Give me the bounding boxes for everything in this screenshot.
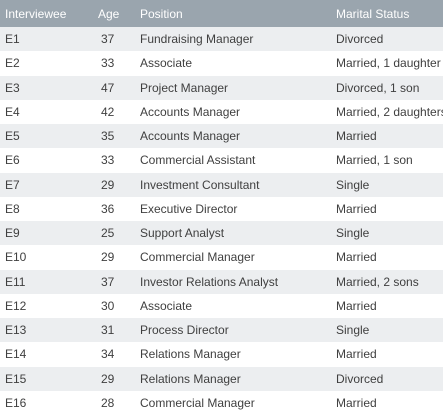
cell-interviewee: E16 bbox=[5, 395, 27, 410]
cell-interviewee: E11 bbox=[5, 274, 26, 289]
cell-interviewee: E1 bbox=[5, 32, 20, 47]
cell-marital-status: Single bbox=[336, 177, 370, 192]
header-marital-status: Marital Status bbox=[336, 6, 410, 21]
cell-position: Commercial Manager bbox=[140, 395, 255, 410]
cell-position: Project Manager bbox=[140, 80, 229, 95]
cell-interviewee: E5 bbox=[5, 129, 20, 144]
cell-marital-status: Married bbox=[336, 201, 377, 216]
cell-age: 34 bbox=[101, 347, 115, 362]
cell-interviewee: E14 bbox=[5, 347, 27, 362]
cell-position: Commercial Assistant bbox=[140, 153, 256, 168]
cell-interviewee: E3 bbox=[5, 80, 20, 95]
table-row: E11 37 Investor Relations Analyst Married, … bbox=[0, 269, 443, 294]
table-row: E8 36 Executive Director Married bbox=[0, 196, 443, 221]
cell-position: Investment Consultant bbox=[140, 177, 260, 192]
header-position: Position bbox=[140, 6, 183, 21]
table-row: E9 25 Support Analyst Single bbox=[0, 221, 443, 246]
table-row: E16 28 Commercial Manager Married bbox=[0, 390, 443, 415]
cell-age: 37 bbox=[101, 274, 115, 289]
header-row: Interviewee Age Position Marital Status bbox=[0, 0, 443, 27]
table-row: E12 30 Associate Married bbox=[0, 293, 443, 318]
cell-position: Executive Director bbox=[140, 201, 238, 216]
cell-age: 33 bbox=[101, 153, 115, 168]
cell-position: Relations Manager bbox=[140, 371, 241, 386]
table-body: E1 37 Fundraising Manager Divorced E2 33 Assoc… bbox=[0, 27, 443, 415]
table-row: E13 31 Process Director Single bbox=[0, 318, 443, 343]
cell-age: 47 bbox=[101, 80, 115, 95]
table-row: E4 42 Accounts Manager Married, 2 daughters bbox=[0, 99, 443, 124]
cell-position: Fundraising Manager bbox=[140, 32, 254, 47]
cell-interviewee: E9 bbox=[5, 226, 20, 241]
cell-marital-status: Single bbox=[336, 323, 370, 338]
cell-age: 25 bbox=[101, 226, 115, 241]
table-row: E1 37 Fundraising Manager Divorced bbox=[0, 27, 443, 52]
cell-age: 36 bbox=[101, 201, 115, 216]
cell-age: 31 bbox=[101, 323, 115, 338]
cell-position: Associate bbox=[140, 298, 193, 313]
cell-age: 29 bbox=[101, 177, 115, 192]
table-row: E6 33 Commercial Assistant Married, 1 son bbox=[0, 148, 443, 173]
cell-position: Accounts Manager bbox=[140, 104, 241, 119]
cell-interviewee: E10 bbox=[5, 250, 27, 265]
table-row: E5 35 Accounts Manager Married bbox=[0, 124, 443, 149]
cell-interviewee: E15 bbox=[5, 371, 27, 386]
cell-age: 29 bbox=[101, 371, 115, 386]
cell-interviewee: E12 bbox=[5, 298, 27, 313]
cell-interviewee: E7 bbox=[5, 177, 20, 192]
header-age: Age bbox=[98, 6, 120, 21]
cell-position: Associate bbox=[140, 56, 193, 71]
cell-position: Accounts Manager bbox=[140, 129, 241, 144]
header-interviewee: Interviewee bbox=[5, 6, 67, 21]
cell-age: 30 bbox=[101, 298, 115, 313]
cell-marital-status: Married, 1 son bbox=[336, 153, 413, 168]
cell-marital-status: Single bbox=[336, 226, 370, 241]
cell-age: 29 bbox=[101, 250, 115, 265]
cell-age: 28 bbox=[101, 395, 115, 410]
cell-position: Support Analyst bbox=[140, 226, 225, 241]
cell-marital-status: Divorced bbox=[336, 371, 384, 386]
table-row: E2 33 Associate Married, 1 daughter bbox=[0, 51, 443, 76]
cell-age: 35 bbox=[101, 129, 115, 144]
cell-interviewee: E8 bbox=[5, 201, 20, 216]
cell-marital-status: Married, 1 daughter bbox=[336, 56, 441, 71]
cell-marital-status: Divorced, 1 son bbox=[336, 80, 420, 95]
cell-interviewee: E2 bbox=[5, 56, 20, 71]
table-row: E15 29 Relations Manager Divorced bbox=[0, 366, 443, 391]
cell-marital-status: Married bbox=[336, 129, 377, 144]
table-row: E10 29 Commercial Manager Married bbox=[0, 245, 443, 270]
cell-interviewee: E13 bbox=[5, 323, 27, 338]
table-row: E3 47 Project Manager Divorced, 1 son bbox=[0, 75, 443, 100]
table-row: E14 34 Relations Manager Married bbox=[0, 342, 443, 367]
cell-marital-status: Married bbox=[336, 298, 377, 313]
table-header: Interviewee Age Position Marital Status bbox=[0, 0, 443, 27]
cell-marital-status: Divorced bbox=[336, 32, 384, 47]
cell-marital-status: Married bbox=[336, 395, 377, 410]
cell-position: Commercial Manager bbox=[140, 250, 255, 265]
cell-age: 33 bbox=[101, 56, 115, 71]
table-row: E7 29 Investment Consultant Single bbox=[0, 172, 443, 197]
cell-marital-status: Married, 2 sons bbox=[336, 274, 419, 289]
cell-interviewee: E6 bbox=[5, 153, 20, 168]
cell-interviewee: E4 bbox=[5, 104, 20, 119]
cell-marital-status: Married, 2 daughters bbox=[336, 104, 443, 119]
cell-age: 42 bbox=[101, 104, 115, 119]
cell-marital-status: Married bbox=[336, 347, 377, 362]
cell-position: Process Director bbox=[140, 323, 229, 338]
cell-position: Investor Relations Analyst bbox=[140, 274, 279, 289]
cell-age: 37 bbox=[101, 32, 115, 47]
cell-position: Relations Manager bbox=[140, 347, 241, 362]
cell-marital-status: Married bbox=[336, 250, 377, 265]
